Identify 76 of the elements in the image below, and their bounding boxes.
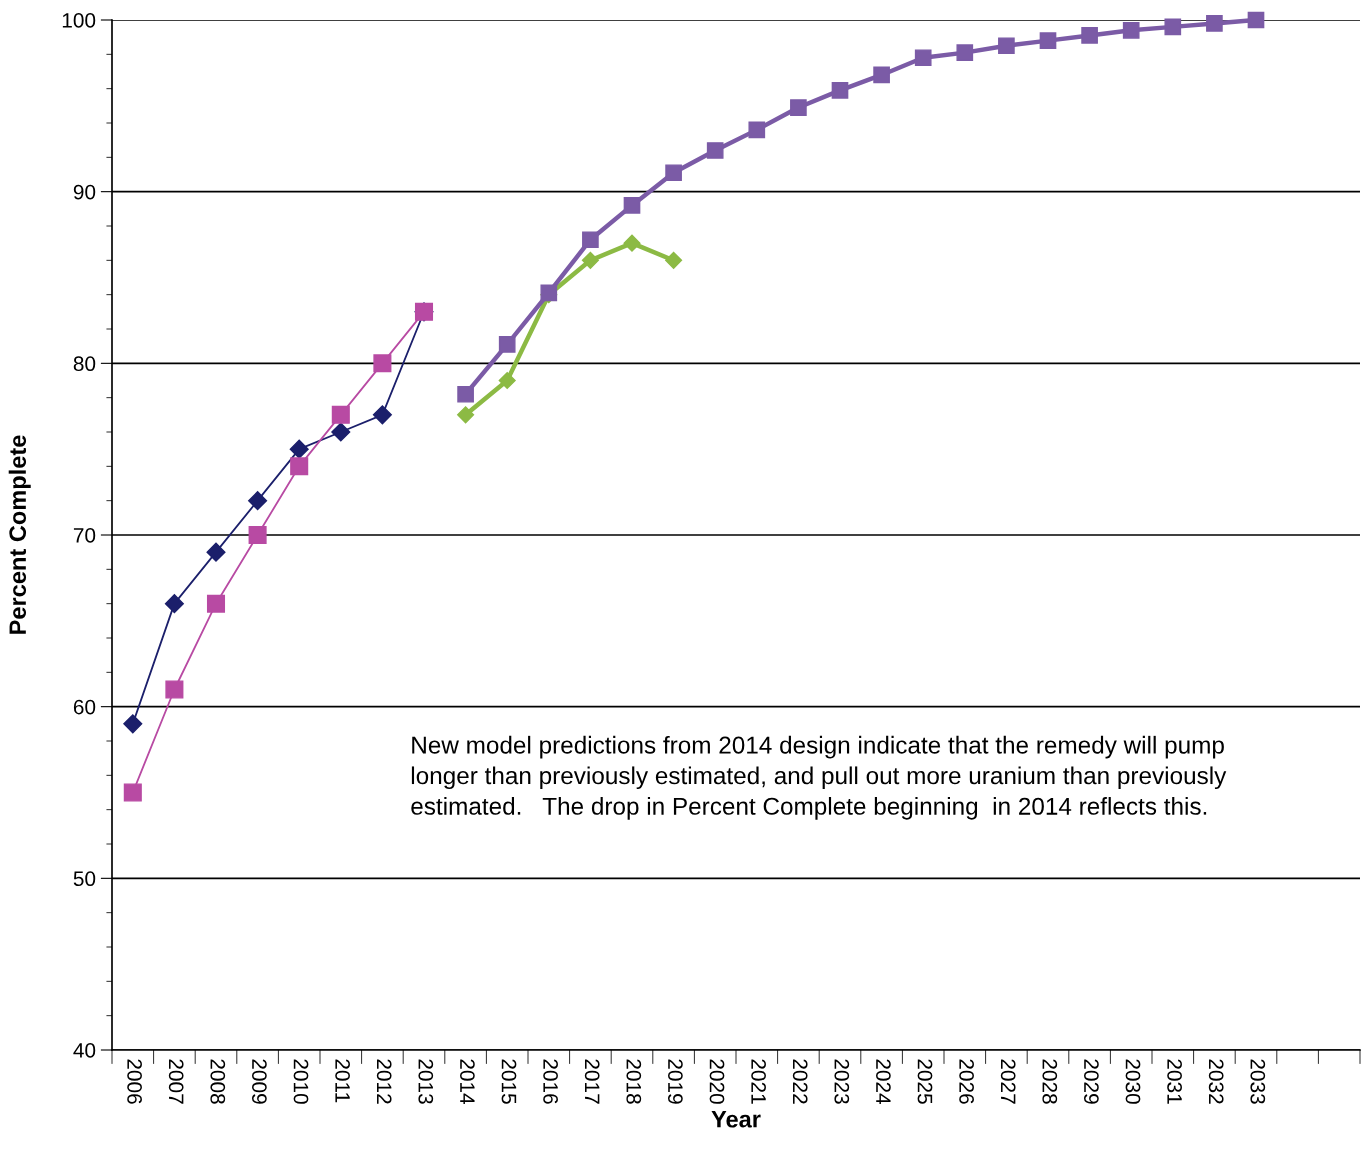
- point: [582, 231, 599, 249]
- x-tick-label: 2028: [1042, 1059, 1058, 1104]
- point: [1039, 32, 1057, 49]
- y-tick-label: 40: [73, 1043, 96, 1058]
- point: [123, 714, 143, 734]
- point: [289, 439, 309, 459]
- point: [331, 422, 351, 442]
- point: [1164, 18, 1182, 36]
- point: [748, 121, 766, 139]
- x-tick-label: 2012: [376, 1059, 392, 1104]
- x-tick-label: 2014: [460, 1059, 475, 1105]
- point: [206, 542, 226, 562]
- point: [123, 783, 142, 802]
- point: [956, 44, 974, 61]
- x-tick-label: 2016: [543, 1059, 558, 1104]
- point: [372, 405, 392, 425]
- point: [831, 82, 849, 99]
- point: [457, 406, 475, 424]
- x-tick-label: 2009: [252, 1059, 267, 1104]
- x-axis-title: Year: [711, 1111, 761, 1128]
- x-tick-label: 2008: [210, 1059, 226, 1104]
- point: [998, 37, 1015, 55]
- point: [790, 99, 807, 116]
- x-tick-label: 2020: [709, 1059, 725, 1104]
- x-tick-label: 2029: [1084, 1059, 1099, 1104]
- x-tick-label: 2024: [876, 1059, 891, 1105]
- x-tick-label: 2030: [1125, 1059, 1141, 1104]
- point: [248, 525, 267, 545]
- point: [623, 234, 641, 252]
- y-tick-label: 60: [73, 699, 96, 715]
- x-tick-label: 2007: [168, 1059, 184, 1104]
- point: [290, 457, 309, 476]
- x-tick-label: 2018: [626, 1059, 642, 1104]
- point: [914, 49, 932, 67]
- point: [164, 594, 184, 614]
- x-tick-label: 2006: [127, 1059, 142, 1104]
- point: [1122, 21, 1140, 39]
- point: [1206, 15, 1223, 32]
- x-tick-label: 2032: [1208, 1059, 1224, 1104]
- point: [498, 336, 516, 353]
- y-axis-title: Percent Complete: [8, 435, 31, 634]
- x-tick-label: 2011: [335, 1059, 350, 1103]
- x-tick-label: 2023: [834, 1059, 850, 1104]
- point: [206, 594, 226, 613]
- x-tick-label: 2015: [501, 1059, 517, 1104]
- x-tick-label: 2033: [1250, 1059, 1266, 1104]
- x-tick-label: 2027: [1000, 1059, 1016, 1104]
- point: [498, 371, 516, 390]
- x-tick-label: 2017: [584, 1059, 600, 1104]
- x-tick-label: 2025: [917, 1059, 933, 1104]
- x-tick-label: 2010: [293, 1059, 309, 1104]
- point: [665, 164, 682, 182]
- point: [331, 405, 350, 424]
- x-tick-label: 2013: [418, 1059, 434, 1104]
- point: [1247, 11, 1265, 29]
- point: [665, 251, 683, 269]
- y-tick-label: 80: [73, 356, 96, 372]
- point: [1081, 27, 1098, 44]
- point: [873, 66, 890, 84]
- x-tick-label: 2031: [1167, 1059, 1182, 1104]
- x-tick-label: 2022: [792, 1059, 808, 1104]
- annotation: New model predictions from 2014 design indicate that the remedy will pump longer than previously estimated, and pull out more uranium than previously estimated. The drop in Percent Complete beginning in 2014 reflects this.: [411, 735, 1227, 820]
- x-tick-label: 2021: [751, 1059, 766, 1104]
- point: [623, 197, 641, 214]
- x-tick-label: 2026: [959, 1059, 974, 1104]
- point: [373, 354, 392, 373]
- y-tick-label: 70: [73, 528, 96, 543]
- y-tick-label: 90: [73, 184, 96, 200]
- y-tick-label: 50: [73, 871, 96, 887]
- x-tick-label: 2019: [668, 1059, 683, 1104]
- point: [706, 142, 724, 159]
- point: [248, 491, 268, 511]
- point: [581, 251, 599, 269]
- point: [165, 680, 184, 699]
- y-tick-label: 100: [62, 13, 96, 28]
- point: [457, 385, 474, 403]
